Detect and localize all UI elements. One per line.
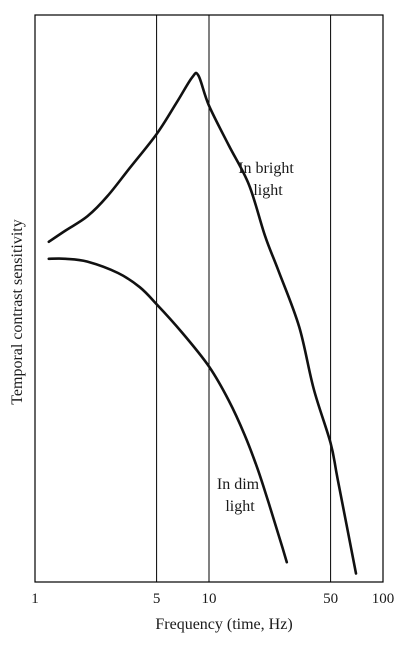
x-tick-label-50: 50 — [323, 591, 338, 607]
bright-light-label-line-2: light — [253, 182, 283, 199]
x-tick-label-10: 10 — [202, 591, 217, 607]
y-axis-label: Temporal contrast sensitivity — [9, 219, 26, 405]
dim-light-label-line-2: light — [225, 498, 255, 515]
bright-light-label-line-1: In bright — [238, 160, 294, 177]
dim-light-label-line-1: In dim — [217, 476, 260, 493]
dim-light-label: In dim light — [217, 476, 263, 515]
vertical-gridlines — [156, 15, 332, 582]
series-curves — [47, 71, 358, 575]
bright-light-curve — [47, 71, 358, 575]
x-tick-labels: 1 5 10 50 100 — [31, 591, 394, 607]
x-tick-label-100: 100 — [372, 591, 395, 607]
x-tick-label-1: 1 — [31, 591, 39, 607]
dim-light-curve — [47, 257, 289, 564]
x-tick-label-5: 5 — [153, 591, 161, 607]
bright-light-label: In bright light — [238, 160, 298, 199]
x-axis-label: Frequency (time, Hz) — [155, 616, 292, 633]
